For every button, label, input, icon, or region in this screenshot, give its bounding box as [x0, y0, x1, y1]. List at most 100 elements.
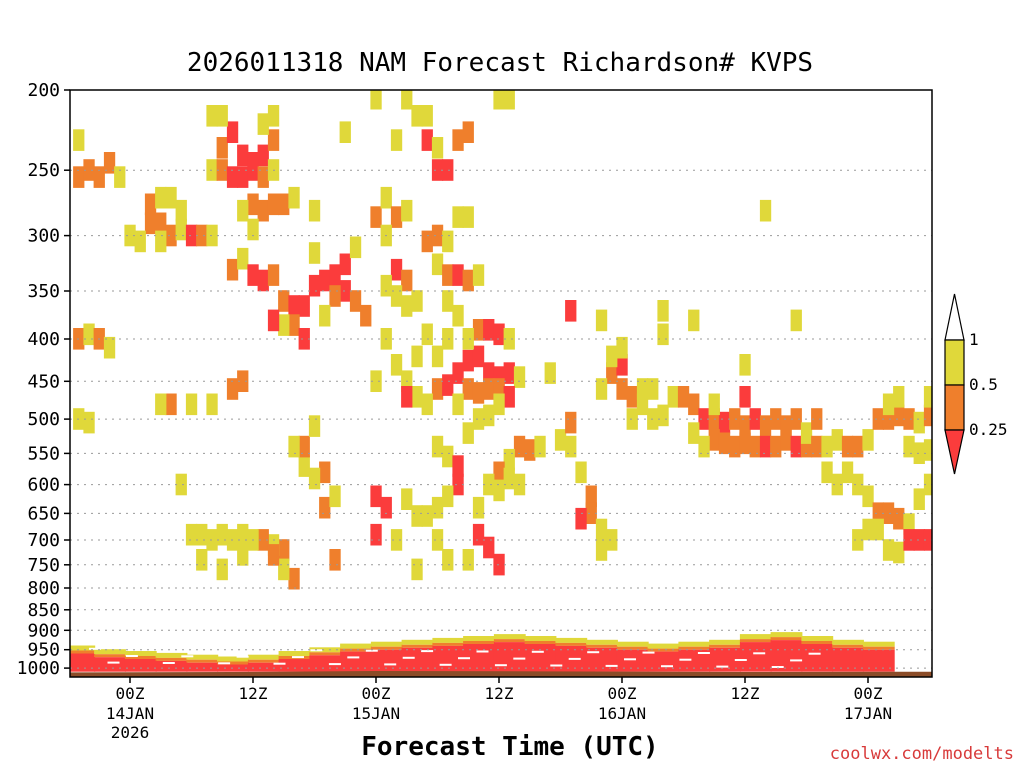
heatmap-cell	[390, 258, 403, 281]
heatmap-cell	[606, 529, 618, 551]
heatmap-cell	[83, 411, 95, 434]
surface-fringe	[647, 643, 680, 649]
heatmap-cell	[688, 309, 700, 332]
heatmap-cell	[308, 274, 321, 297]
heatmap-cell	[708, 393, 720, 416]
heatmap-cell	[216, 137, 228, 159]
surface-streak	[218, 662, 231, 665]
heatmap-cell	[472, 496, 485, 519]
heatmap-cell	[852, 529, 864, 551]
heatmap-cell	[913, 411, 925, 434]
surface-band	[862, 649, 895, 672]
heatmap-cell	[288, 314, 300, 336]
heatmap-cell	[934, 502, 945, 524]
heatmap-cell	[913, 442, 925, 464]
heatmap-cell	[237, 199, 249, 222]
heatmap-cell	[534, 435, 546, 458]
surface-fringe	[832, 639, 864, 645]
surface-band	[678, 649, 711, 672]
heatmap-cell	[411, 290, 423, 312]
surface-fringe	[862, 646, 895, 650]
y-tick-label: 900	[27, 620, 60, 641]
heatmap-cell	[872, 502, 884, 524]
surface-fringe	[217, 661, 249, 665]
heatmap-cell	[298, 295, 310, 317]
heatmap-cell	[267, 129, 280, 151]
heatmap-cell	[831, 473, 843, 496]
surface-fringe	[739, 639, 772, 643]
heatmap-cell	[483, 473, 495, 496]
surface-streak	[734, 659, 747, 661]
surface-streak	[771, 666, 784, 668]
surface-streak	[679, 658, 692, 661]
heatmap-cell	[380, 496, 392, 519]
heatmap-cell	[175, 473, 187, 496]
y-tick-label: 200	[27, 80, 60, 101]
heatmap-cell	[308, 467, 321, 490]
heatmap-cell	[729, 435, 741, 458]
surface-fringe	[432, 637, 465, 643]
heatmap-cell	[380, 186, 392, 209]
heatmap-cell	[155, 186, 167, 209]
heatmap-cell	[821, 435, 833, 458]
heatmap-cell	[390, 354, 403, 376]
y-tick-label: 300	[27, 226, 60, 247]
heatmap-cell	[401, 295, 413, 317]
heatmap-cell	[862, 485, 874, 508]
y-tick-label: 500	[27, 409, 60, 430]
heatmap-cell	[718, 432, 731, 455]
heatmap-cell	[308, 415, 321, 437]
surface-band	[739, 642, 772, 672]
y-tick-label: 750	[27, 555, 60, 576]
heatmap-cell	[852, 473, 864, 496]
surface-fringe	[186, 659, 219, 663]
heatmap-cell	[421, 230, 433, 253]
heatmap-cell	[431, 137, 444, 159]
heatmap-cell	[216, 159, 228, 181]
heatmap-cell	[431, 345, 444, 368]
heatmap-cell	[165, 186, 177, 209]
surface-streak	[292, 656, 304, 659]
legend-tick-label: 1	[969, 330, 979, 349]
heatmap-cell	[144, 212, 157, 235]
heatmap-cell	[688, 393, 700, 416]
heatmap-cell	[493, 461, 505, 484]
heatmap-cell	[206, 159, 218, 181]
surface-fringe	[616, 641, 649, 647]
heatmap-cell	[554, 429, 567, 451]
heatmap-cell	[103, 152, 116, 174]
heatmap-cell	[319, 304, 331, 327]
surface-fringe	[616, 646, 649, 650]
surface-streak	[808, 652, 821, 655]
y-tick-label: 800	[27, 578, 60, 599]
heatmap-cell	[370, 485, 382, 508]
heatmap-cell	[339, 121, 351, 143]
x-tick-label: 00Z	[362, 684, 391, 703]
heatmap-cell	[349, 236, 362, 259]
surface-streak	[89, 647, 101, 650]
heatmap-cell	[831, 429, 843, 451]
heatmap-cell	[472, 408, 485, 430]
heatmap-cell	[780, 429, 792, 451]
credit-link[interactable]: coolwx.com/modelts	[829, 744, 1014, 764]
heatmap-cell	[144, 193, 157, 216]
heatmap-cell	[175, 218, 187, 241]
legend-tick-label: 0.25	[969, 420, 1008, 439]
heatmap-cell	[749, 435, 761, 458]
surface-streak	[181, 655, 194, 658]
heatmap-cell	[657, 323, 669, 346]
heatmap-cell	[472, 264, 485, 286]
heatmap-cell	[278, 290, 290, 312]
heatmap-cell	[390, 206, 403, 228]
surface-streak	[790, 659, 803, 662]
heatmap-cell	[513, 435, 526, 458]
heatmap-cell	[575, 461, 587, 484]
y-tick-label: 1000	[17, 658, 60, 679]
plot-frame	[69, 89, 933, 678]
heatmap-cell	[401, 488, 413, 510]
heatmap-cell	[841, 435, 854, 458]
heatmap-cell	[493, 323, 505, 346]
heatmap-cell	[155, 230, 167, 253]
heatmap-cell	[83, 159, 95, 181]
heatmap-cell	[626, 408, 638, 430]
